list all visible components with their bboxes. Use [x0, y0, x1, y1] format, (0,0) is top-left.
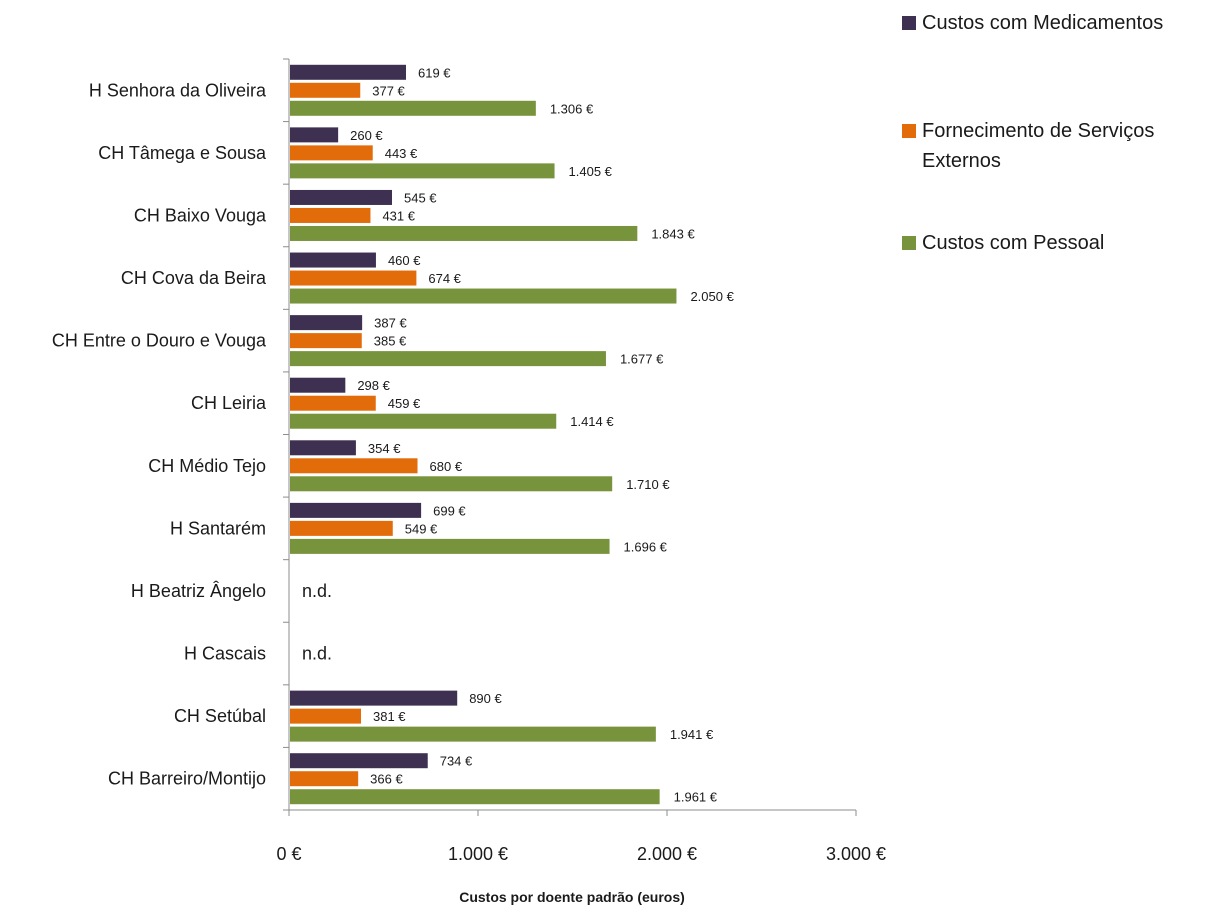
data-label-custos-com-medicamentos: 298 € [357, 378, 390, 393]
data-label-fornecimento-de-servicos-externos: 674 € [428, 271, 461, 286]
data-label-custos-com-medicamentos: 734 € [440, 754, 473, 769]
legend-item-pessoal: Custos com Pessoal [902, 228, 1212, 258]
category-label-ch-baixo-vouga: CH Baixo Vouga [134, 205, 267, 225]
category-label-h-beatriz-angelo: H Beatriz Ângelo [131, 581, 266, 601]
legend-swatch-medicamentos [902, 16, 916, 30]
data-label-fornecimento-de-servicos-externos: 549 € [405, 521, 438, 536]
bar-fornecimento-de-servicos-externos [290, 145, 373, 161]
x-axis-title: Custos por doente padrão (euros) [459, 889, 685, 905]
bar-custos-com-pessoal [290, 413, 557, 429]
bar-custos-com-medicamentos [290, 315, 363, 331]
data-label-fornecimento-de-servicos-externos: 366 € [370, 772, 403, 787]
data-label-fornecimento-de-servicos-externos: 443 € [385, 146, 418, 161]
data-label-custos-com-pessoal: 1.405 € [569, 164, 613, 179]
bar-fornecimento-de-servicos-externos [290, 333, 362, 349]
bar-custos-com-pessoal [290, 726, 656, 742]
data-label-custos-com-pessoal: 1.414 € [570, 414, 614, 429]
data-label-custos-com-medicamentos: 387 € [374, 316, 407, 331]
data-label-custos-com-pessoal: 2.050 € [690, 289, 734, 304]
data-label-custos-com-pessoal: 1.843 € [651, 226, 695, 241]
bar-fornecimento-de-servicos-externos [290, 520, 393, 536]
data-label-custos-com-medicamentos: 890 € [469, 691, 502, 706]
data-label-custos-com-pessoal: 1.961 € [674, 790, 718, 805]
bar-custos-com-medicamentos [290, 377, 346, 393]
data-label-custos-com-medicamentos: 260 € [350, 128, 383, 143]
data-label-fornecimento-de-servicos-externos: 377 € [372, 83, 405, 98]
bar-custos-com-pessoal [290, 163, 555, 179]
category-label-ch-entre-o-douro-e-vouga: CH Entre o Douro e Vouga [52, 331, 267, 351]
data-label-custos-com-medicamentos: 354 € [368, 441, 401, 456]
bar-custos-com-pessoal [290, 351, 606, 367]
legend-item-medicamentos: Custos com Medicamentos [902, 8, 1212, 38]
category-label-ch-leiria: CH Leiria [191, 393, 267, 413]
bar-custos-com-pessoal [290, 288, 677, 304]
legend-swatch-pessoal [902, 236, 916, 250]
legend-item-servicos-externos: Fornecimento de Serviços Externos [902, 116, 1212, 176]
data-label-fornecimento-de-servicos-externos: 431 € [382, 208, 415, 223]
legend-swatch-servicos-externos [902, 124, 916, 138]
missing-data-label: n.d. [302, 581, 332, 601]
legend-label-servicos-externos: Fornecimento de Serviços Externos [922, 120, 1155, 172]
data-label-fornecimento-de-servicos-externos: 385 € [374, 334, 407, 349]
data-label-custos-com-pessoal: 1.677 € [620, 352, 664, 367]
bar-fornecimento-de-servicos-externos [290, 458, 418, 474]
bar-custos-com-medicamentos [290, 252, 376, 268]
x-tick-label: 0 € [276, 844, 301, 864]
category-label-ch-setubal: CH Setúbal [174, 706, 266, 726]
bar-custos-com-medicamentos [290, 690, 458, 706]
category-label-ch-medio-tejo: CH Médio Tejo [148, 456, 266, 476]
bar-fornecimento-de-servicos-externos [290, 395, 376, 411]
bar-custos-com-medicamentos [290, 189, 393, 205]
category-label-ch-tamega-e-sousa: CH Tâmega e Sousa [98, 143, 267, 163]
data-label-custos-com-medicamentos: 699 € [433, 503, 466, 518]
bar-custos-com-medicamentos [290, 127, 339, 143]
data-label-fornecimento-de-servicos-externos: 680 € [430, 459, 463, 474]
data-label-custos-com-medicamentos: 460 € [388, 253, 421, 268]
category-label-h-senhora-da-oliveira: H Senhora da Oliveira [89, 80, 267, 100]
category-label-h-santarem: H Santarém [170, 518, 266, 538]
bar-fornecimento-de-servicos-externos [290, 708, 362, 724]
bar-custos-com-medicamentos [290, 64, 406, 80]
bar-fornecimento-de-servicos-externos [290, 82, 361, 98]
bar-custos-com-pessoal [290, 538, 610, 554]
legend-label-medicamentos: Custos com Medicamentos [922, 12, 1164, 34]
bar-custos-com-medicamentos [290, 753, 428, 769]
category-label-ch-cova-da-beira: CH Cova da Beira [121, 268, 267, 288]
bar-fornecimento-de-servicos-externos [290, 207, 371, 223]
data-label-custos-com-medicamentos: 619 € [418, 65, 451, 80]
data-label-custos-com-pessoal: 1.696 € [624, 539, 668, 554]
legend-label-pessoal: Custos com Pessoal [922, 232, 1105, 254]
bar-custos-com-pessoal [290, 789, 660, 805]
bar-fornecimento-de-servicos-externos [290, 771, 359, 787]
data-label-custos-com-pessoal: 1.941 € [670, 727, 714, 742]
bar-fornecimento-de-servicos-externos [290, 270, 417, 286]
bar-custos-com-medicamentos [290, 502, 422, 518]
data-label-custos-com-pessoal: 1.710 € [626, 477, 670, 492]
x-tick-label: 2.000 € [637, 844, 697, 864]
bar-custos-com-pessoal [290, 476, 613, 492]
missing-data-label: n.d. [302, 644, 332, 664]
x-tick-label: 1.000 € [448, 844, 508, 864]
bar-custos-com-pessoal [290, 100, 536, 116]
x-tick-label: 3.000 € [826, 844, 886, 864]
category-label-h-cascais: H Cascais [184, 644, 266, 664]
data-label-fornecimento-de-servicos-externos: 459 € [388, 396, 421, 411]
data-label-custos-com-pessoal: 1.306 € [550, 101, 594, 116]
data-label-custos-com-medicamentos: 545 € [404, 190, 437, 205]
data-label-fornecimento-de-servicos-externos: 381 € [373, 709, 406, 724]
bar-custos-com-medicamentos [290, 440, 356, 456]
category-label-ch-barreiro-montijo: CH Barreiro/Montijo [108, 769, 266, 789]
bar-custos-com-pessoal [290, 225, 638, 241]
